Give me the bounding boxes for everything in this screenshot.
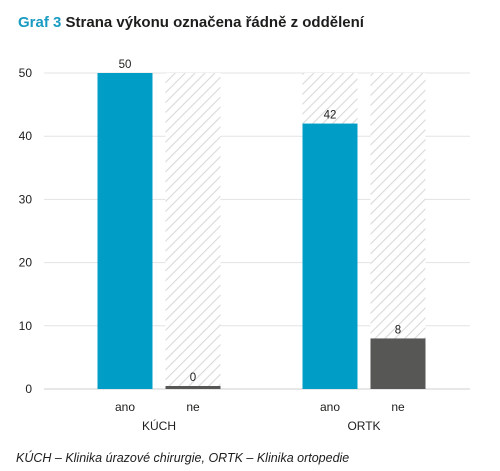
x-category-label: KÚCH: [142, 418, 176, 433]
x-subcategory-label: ne: [391, 400, 405, 414]
chart-title: Graf 3 Strana výkonu označena řádně z od…: [18, 14, 364, 31]
x-category-label: ORTK: [347, 419, 380, 433]
y-tick-label: 50: [19, 66, 33, 80]
bar-value-label: 50: [119, 59, 132, 71]
chart-title-prefix: Graf 3: [18, 14, 62, 31]
bar-value-label: 0: [190, 372, 196, 384]
bar-ano: [97, 73, 153, 389]
y-tick-label: 40: [19, 129, 33, 143]
labels: 0 10 20 30 40 50 50 ano 0 ne KÚCH 42 ano 8 ne ORTK: [19, 59, 405, 433]
bar-value-label: 8: [395, 324, 401, 336]
y-tick-label: 10: [19, 319, 33, 333]
y-tick-label: 30: [19, 192, 33, 206]
x-subcategory-label: ano: [115, 400, 135, 414]
bar-value-label: 42: [324, 110, 337, 122]
bar-background: [165, 73, 221, 389]
bar-ne: [165, 386, 221, 389]
footnote: KÚCH – Klinika úrazové chirurgie, ORTK –…: [16, 451, 350, 465]
chart-title-text: Strana výkonu označena řádně z oddělení: [65, 14, 364, 31]
bars: [97, 73, 426, 389]
bar-background: [370, 73, 426, 389]
bar-ne: [370, 338, 426, 389]
bar-ano: [302, 123, 358, 389]
y-tick-label: 0: [25, 382, 32, 396]
x-subcategory-label: ne: [186, 400, 200, 414]
x-subcategory-label: ano: [320, 400, 340, 414]
y-tick-label: 20: [19, 256, 33, 270]
